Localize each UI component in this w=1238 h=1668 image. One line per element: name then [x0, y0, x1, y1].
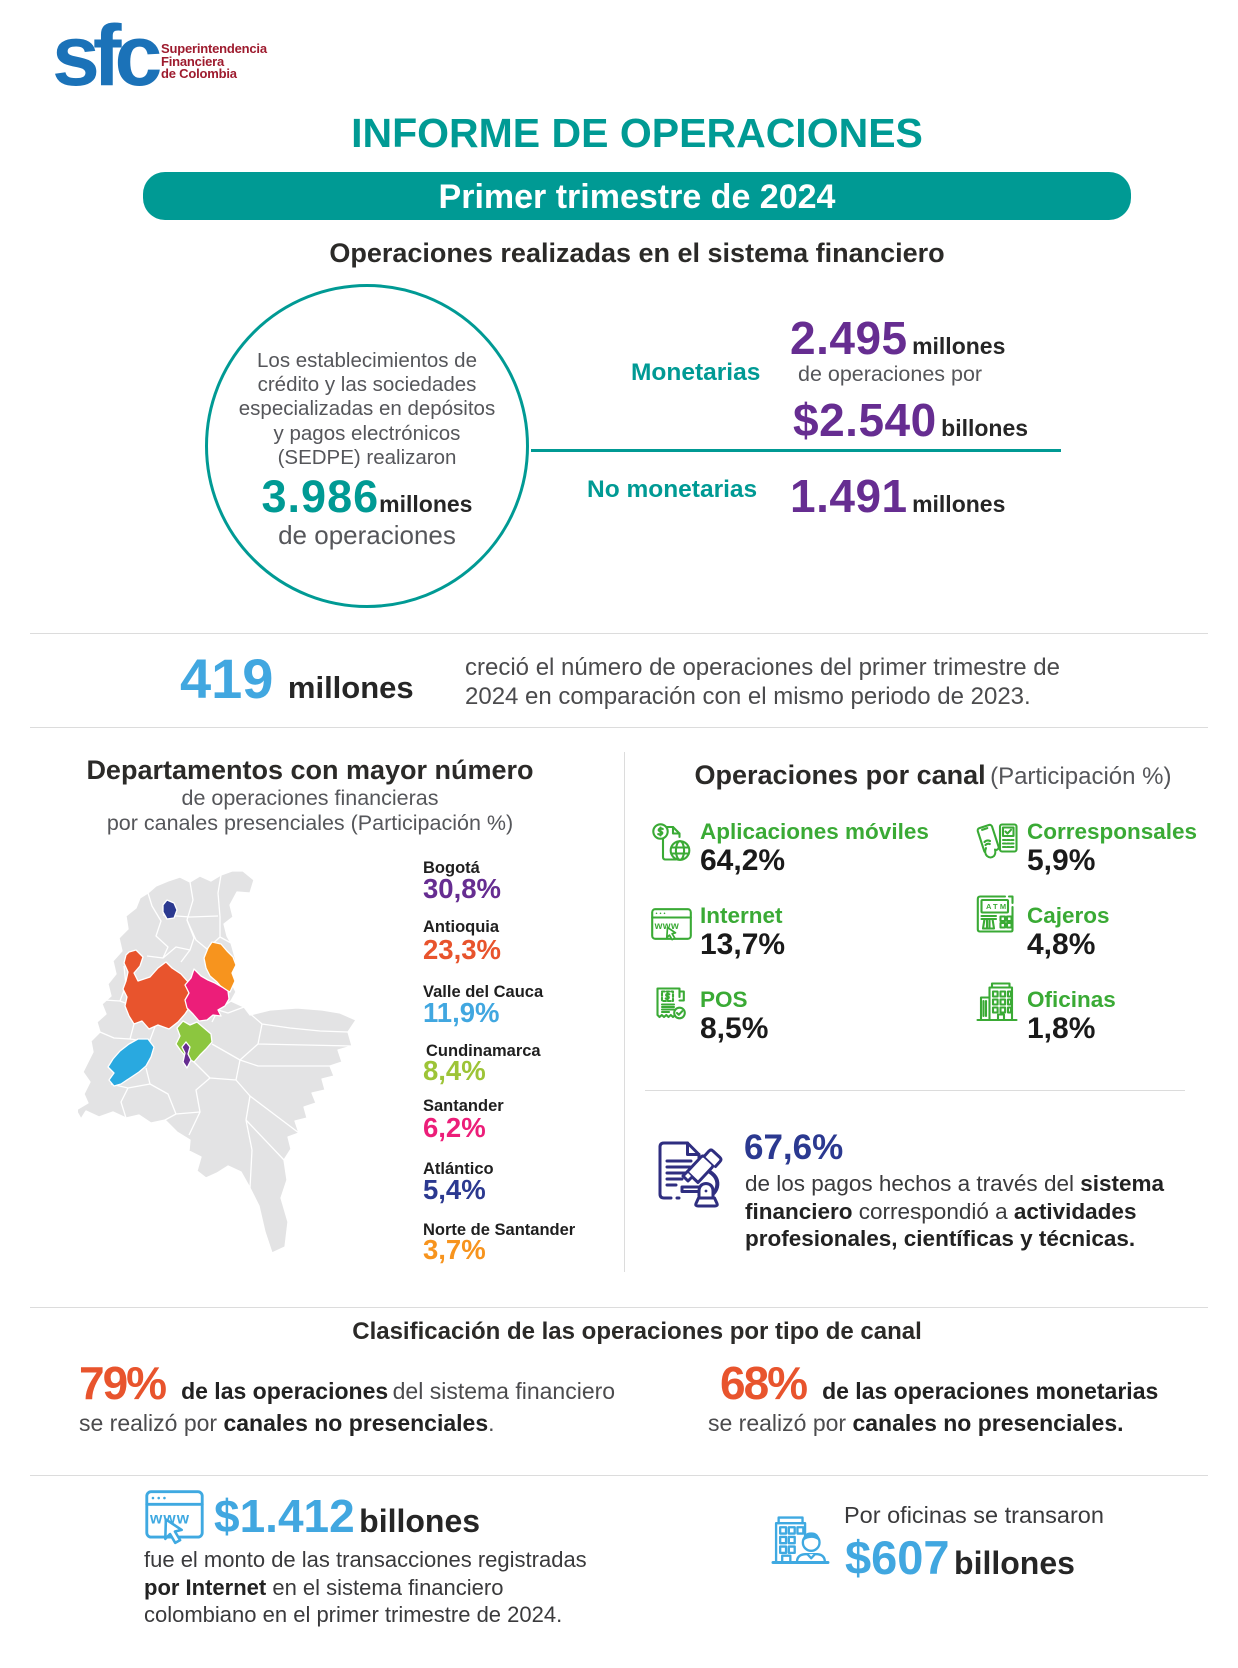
svg-text:ATM: ATM: [986, 902, 1008, 911]
svg-text:www: www: [149, 1511, 190, 1528]
svg-text:www: www: [654, 921, 680, 932]
